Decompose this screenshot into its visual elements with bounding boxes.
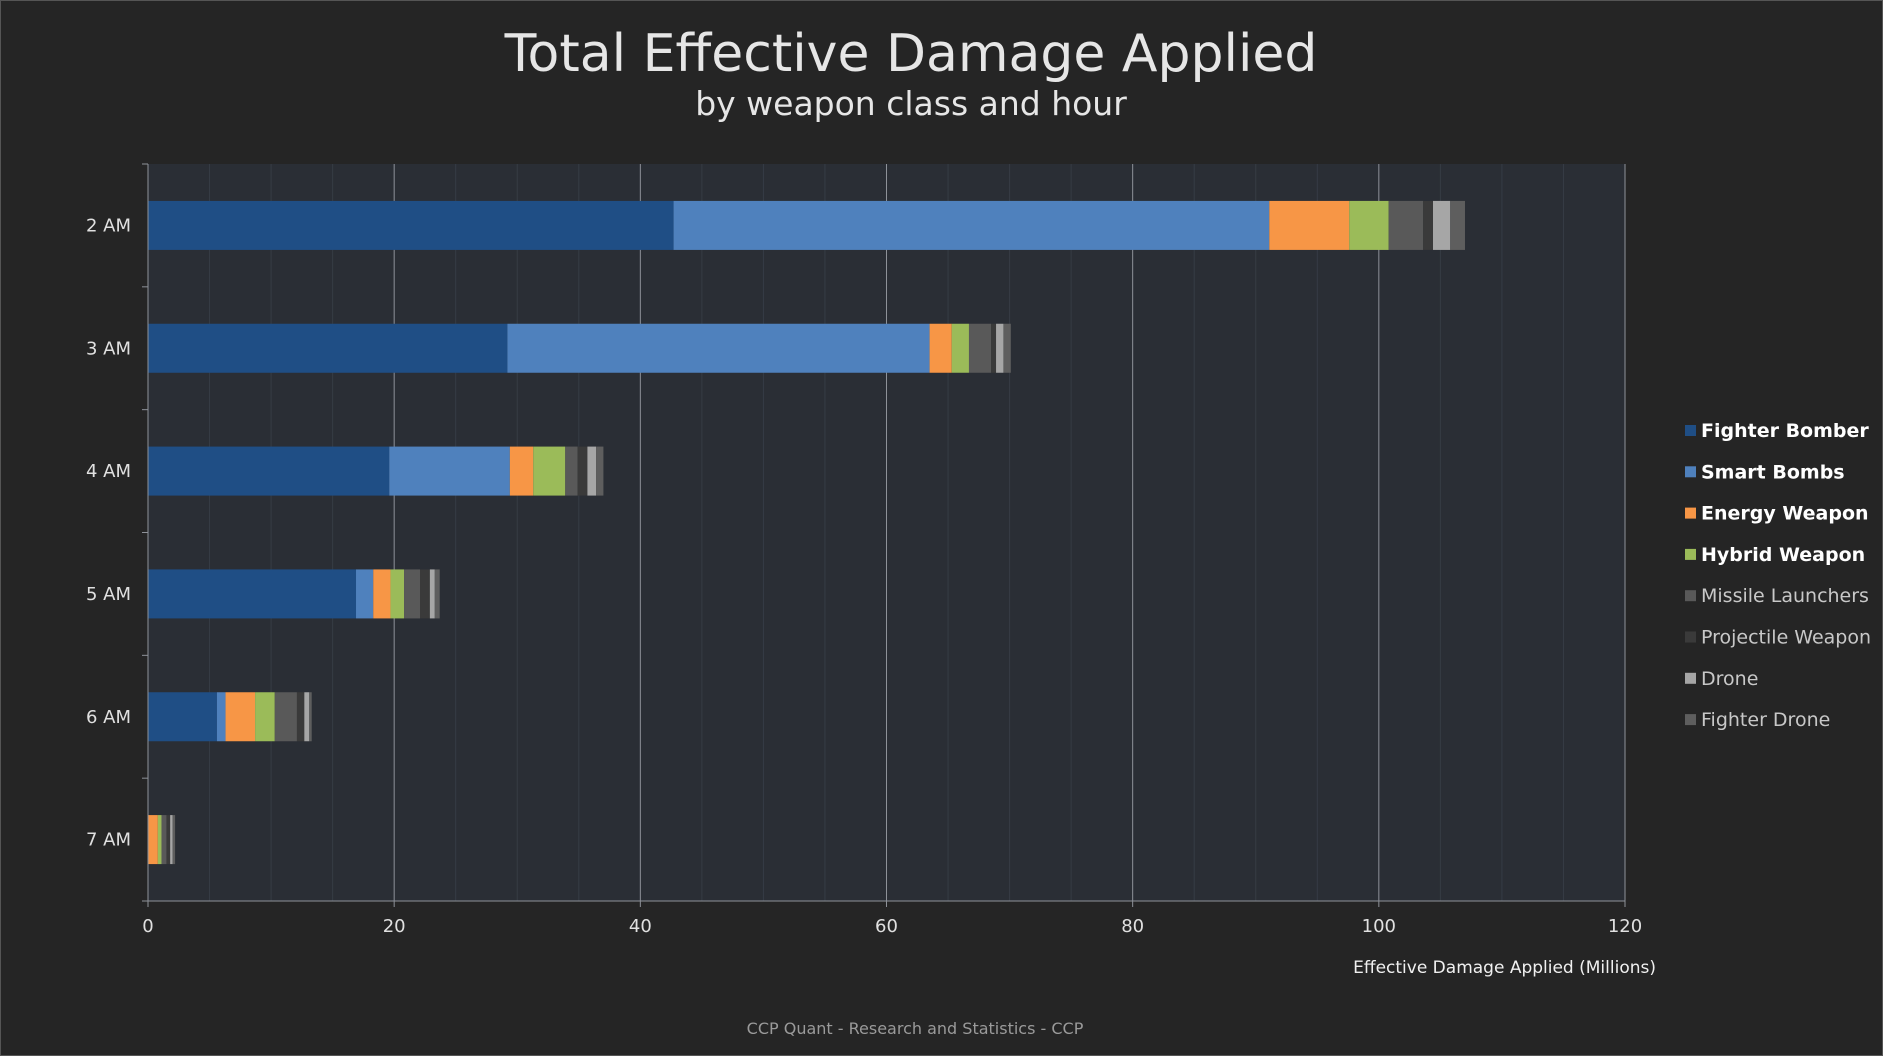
bar-segment-energy-weapon	[1269, 200, 1350, 250]
x-tick-label: 100	[1362, 916, 1396, 937]
bar-segment-hybrid-weapon	[390, 569, 405, 619]
bar-segment-fighter-bomber	[148, 569, 357, 619]
x-axis-label: Effective Damage Applied (Millions)	[1353, 958, 1656, 978]
legend-label: Smart Bombs	[1701, 461, 1845, 483]
bar-segment-hybrid-weapon	[255, 692, 275, 742]
bar-segment-fighter-drone	[309, 692, 312, 742]
minor-gridlines	[209, 164, 1564, 901]
legend-label: Projectile Weapon	[1701, 627, 1871, 649]
bar-segment-projectile-weapon	[296, 692, 305, 742]
y-tick-label: 5 AM	[86, 584, 131, 605]
legend-label: Fighter Drone	[1701, 709, 1830, 731]
major-gridlines	[393, 164, 1626, 901]
x-tick-label: 120	[1608, 916, 1642, 937]
bar-segment-energy-weapon	[929, 323, 952, 373]
legend-item: Projectile Weapon	[1685, 627, 1871, 649]
legend-label: Missile Launchers	[1701, 585, 1869, 607]
bar-segment-missile-launchers	[274, 692, 297, 742]
bar-segment-smart-bombs	[389, 446, 510, 496]
bar-segment-smart-bombs	[673, 200, 1270, 250]
bar-segment-fighter-bomber	[148, 692, 217, 742]
bar-segment-missile-launchers	[1388, 200, 1424, 250]
legend-swatch	[1685, 548, 1696, 560]
legend-label: Fighter Bomber	[1701, 420, 1869, 442]
y-tick-labels: 2 AM 3 AM 4 AM 5 AM 6 AM 7 AM	[86, 215, 131, 850]
bar-segment-fighter-bomber	[148, 446, 390, 496]
bar-segment-hybrid-weapon	[951, 323, 969, 373]
bar-segment-fighter-drone	[434, 569, 440, 619]
bars-group	[148, 200, 1465, 865]
bar-segment-drone	[996, 323, 1004, 373]
legend-swatch	[1685, 672, 1696, 684]
legend: Fighter Bomber Smart Bombs Energy Weapon Hy…	[1685, 420, 1871, 731]
bar-segment-projectile-weapon	[1423, 200, 1433, 250]
bar-segment-hybrid-weapon	[533, 446, 566, 496]
y-tick-label: 6 AM	[86, 707, 131, 728]
chart-title: Total Effective Damage Applied	[504, 24, 1318, 84]
y-tick-label: 2 AM	[86, 215, 131, 236]
bar-segment-fighter-drone	[1003, 323, 1011, 373]
bar-segment-missile-launchers	[161, 815, 167, 865]
bar-segment-smart-bombs	[356, 569, 374, 619]
legend-item: Fighter Drone	[1685, 709, 1830, 731]
bar-segment-fighter-drone	[596, 446, 604, 496]
bar-segment-missile-launchers	[968, 323, 992, 373]
legend-swatch	[1685, 631, 1696, 643]
legend-item: Energy Weapon	[1685, 503, 1869, 525]
x-tick-label: 40	[629, 916, 652, 937]
legend-label: Energy Weapon	[1701, 503, 1869, 525]
footer-credit: CCP Quant - Research and Statistics - CC…	[747, 1019, 1084, 1038]
legend-swatch	[1685, 507, 1696, 519]
legend-swatch	[1685, 466, 1696, 478]
legend-item: Hybrid Weapon	[1685, 544, 1865, 566]
legend-swatch	[1685, 590, 1696, 602]
legend-item: Drone	[1685, 668, 1758, 690]
bar-segment-energy-weapon	[148, 815, 158, 865]
bar-segment-drone	[304, 692, 310, 742]
legend-swatch	[1685, 425, 1696, 436]
legend-item: Fighter Bomber	[1685, 420, 1869, 442]
bar-segment-fighter-bomber	[148, 200, 674, 250]
bar-segment-smart-bombs	[216, 692, 226, 742]
legend-item: Smart Bombs	[1685, 461, 1845, 483]
legend-label: Drone	[1701, 668, 1758, 690]
bar-segment-projectile-weapon	[166, 815, 171, 865]
bar-segment-energy-weapon	[373, 569, 391, 619]
x-tick-label: 20	[383, 916, 406, 937]
y-tick-label: 3 AM	[86, 338, 131, 359]
bar-segment-hybrid-weapon	[157, 815, 162, 865]
bar-segment-hybrid-weapon	[1349, 200, 1389, 250]
y-tick-label: 7 AM	[86, 830, 131, 851]
bar-segment-projectile-weapon	[577, 446, 588, 496]
x-tick-label: 0	[142, 916, 153, 937]
x-tick-labels: 0 20 40 60 80 100 120	[142, 916, 1642, 937]
bar-segment-drone	[429, 569, 435, 619]
bar-segment-drone	[170, 815, 173, 865]
y-tick-label: 4 AM	[86, 461, 131, 482]
bar-segment-drone	[1432, 200, 1451, 250]
bar-segment-smart-bombs	[507, 323, 930, 373]
bar-segment-fighter-drone	[1450, 200, 1465, 250]
bar-segment-fighter-bomber	[148, 323, 508, 373]
bar-segment-missile-launchers	[404, 569, 421, 619]
chart-subtitle: by weapon class and hour	[695, 84, 1127, 123]
bar-segment-drone	[587, 446, 597, 496]
bar-segment-projectile-weapon	[991, 323, 997, 373]
legend-item: Missile Launchers	[1685, 585, 1869, 607]
bar-segment-fighter-drone	[172, 815, 176, 865]
x-tick-label: 80	[1121, 916, 1144, 937]
axes-group	[142, 163, 1626, 907]
bar-segment-missile-launchers	[565, 446, 578, 496]
bar-segment-projectile-weapon	[420, 569, 430, 619]
legend-swatch	[1685, 714, 1696, 726]
bar-segment-energy-weapon	[509, 446, 534, 496]
legend-label: Hybrid Weapon	[1701, 544, 1865, 566]
bar-segment-energy-weapon	[225, 692, 256, 742]
x-tick-label: 60	[875, 916, 898, 937]
